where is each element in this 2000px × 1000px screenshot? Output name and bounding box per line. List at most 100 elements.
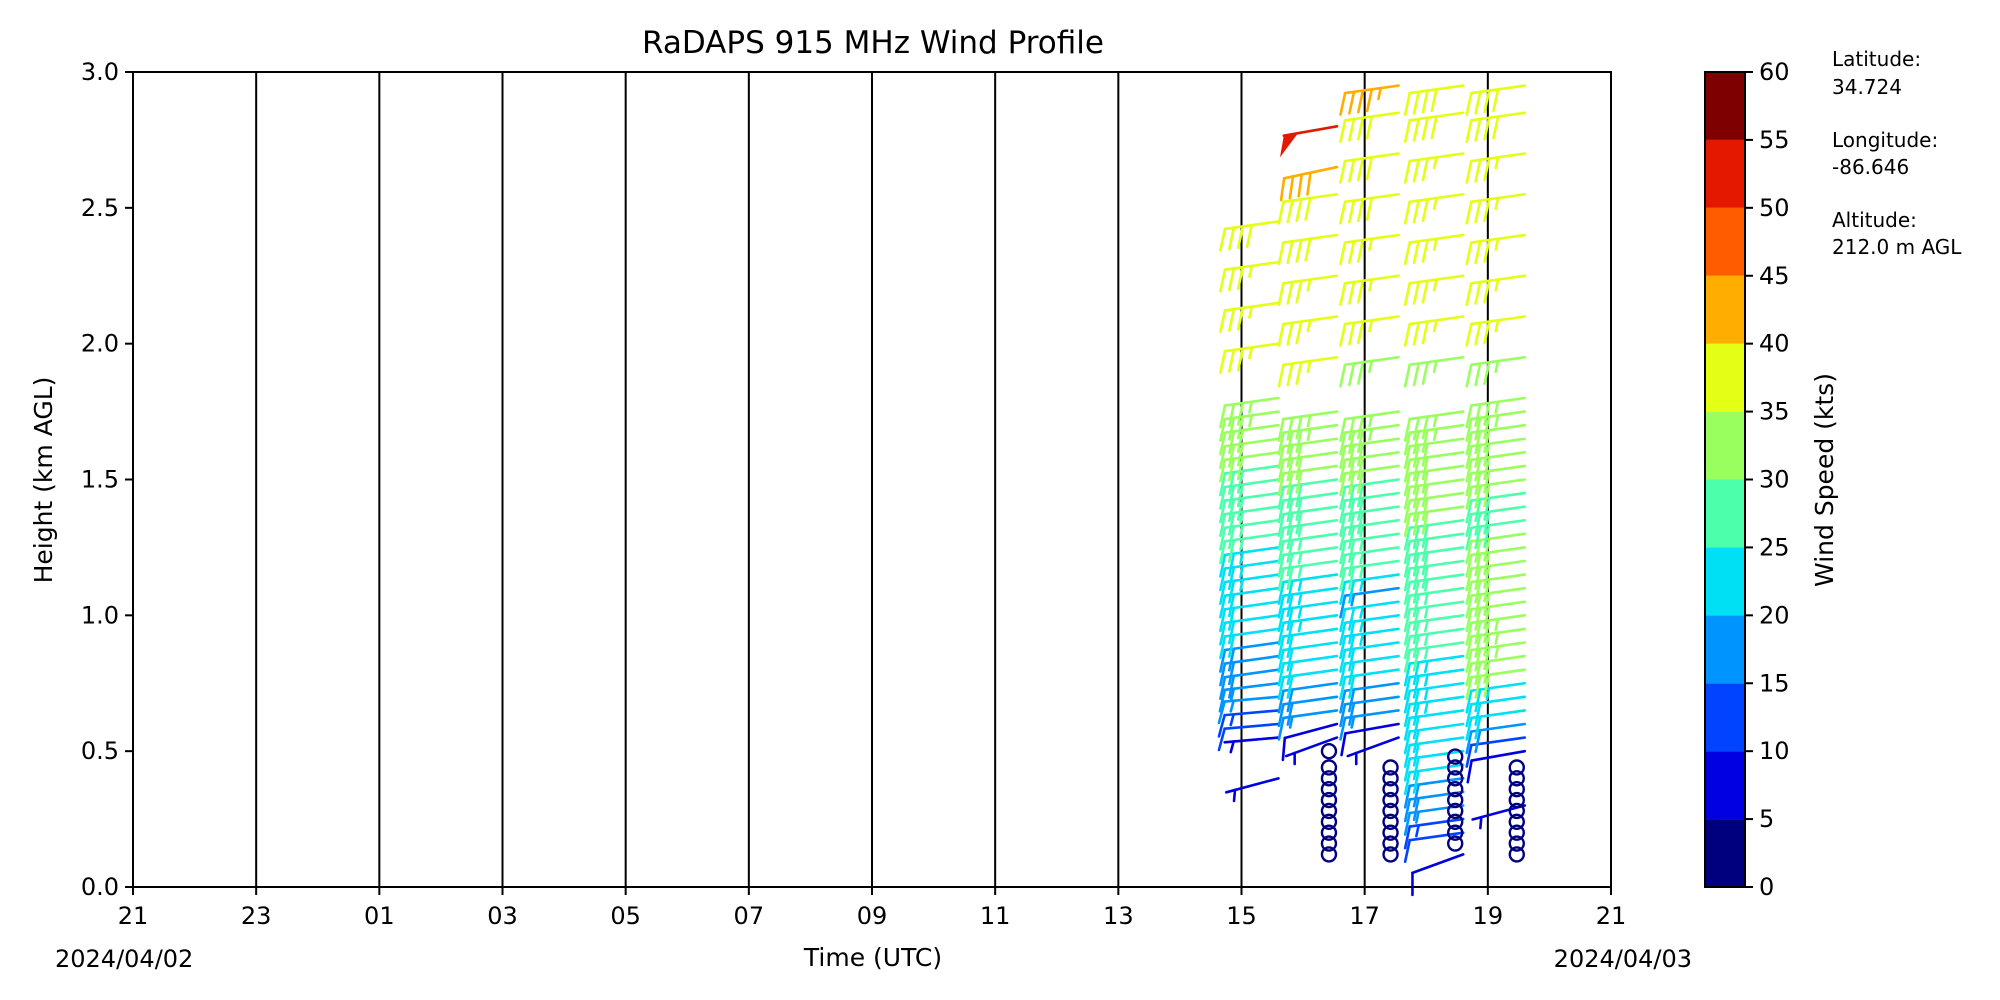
wind-barb — [1465, 152, 1527, 184]
wind-barb — [1219, 532, 1280, 565]
wind-barb — [1219, 220, 1280, 252]
colorbar-segment — [1705, 819, 1745, 887]
wind-barb — [1403, 627, 1465, 660]
wind-barb — [1339, 84, 1400, 116]
wind-barb — [1217, 709, 1280, 738]
wind-barb — [1339, 423, 1400, 456]
wind-barb — [1403, 152, 1465, 184]
wind-barb — [1403, 763, 1465, 796]
chart-title: RaDAPS 915 MHz Wind Profile — [642, 25, 1104, 61]
wind-barb — [1465, 736, 1527, 768]
wind-barb — [1339, 152, 1400, 184]
wind-barb — [1339, 478, 1400, 510]
wind-barb — [1465, 614, 1527, 646]
wind-barb — [1465, 274, 1527, 307]
wind-barb — [1219, 464, 1280, 497]
wind-barb — [1465, 532, 1527, 565]
wind-barb — [1277, 532, 1339, 565]
calm-marker — [1446, 824, 1464, 841]
wind-barb — [1279, 125, 1339, 158]
wind-barb — [1339, 586, 1400, 619]
calm-marker — [1320, 791, 1338, 809]
colorbar-tick-label: 25 — [1759, 533, 1790, 561]
calm-marker — [1320, 759, 1338, 776]
wind-barb — [1339, 532, 1400, 565]
wind-barb — [1403, 464, 1465, 497]
calm-marker — [1320, 802, 1338, 820]
calm-marker — [1382, 770, 1399, 787]
longitude-label: Longitude: — [1832, 128, 1938, 152]
wind-barb — [1219, 641, 1280, 673]
wind-barb — [1465, 654, 1527, 687]
calm-marker — [1382, 813, 1399, 830]
x-tick-label: 01 — [364, 902, 395, 930]
wind-barb — [1277, 546, 1339, 578]
wind-barb — [1465, 573, 1527, 605]
wind-barb — [1465, 559, 1527, 592]
wind-barb — [1465, 464, 1527, 497]
wind-barb — [1277, 641, 1339, 673]
colorbar-tick-label: 40 — [1759, 330, 1790, 358]
wind-barb — [1277, 518, 1339, 551]
x-tick-label: 21 — [118, 902, 149, 930]
wind-barb — [1219, 410, 1280, 442]
wind-barb — [1277, 614, 1339, 646]
wind-barb — [1403, 478, 1465, 510]
wind-barb — [1465, 111, 1527, 144]
wind-barb — [1277, 654, 1339, 687]
calm-marker — [1508, 824, 1525, 841]
colorbar-tick-label: 30 — [1759, 466, 1790, 494]
wind-barb — [1465, 627, 1527, 660]
x-tick-label: 15 — [1226, 902, 1257, 930]
colorbar-segment — [1705, 343, 1745, 412]
wind-barb — [1346, 736, 1400, 766]
colorbar-tick-label: 35 — [1759, 398, 1790, 426]
wind-barb — [1465, 423, 1527, 456]
wind-barb — [1277, 505, 1339, 538]
calm-marker — [1446, 748, 1464, 765]
wind-barb — [1219, 491, 1280, 524]
wind-barb — [1219, 627, 1280, 660]
wind-barb — [1403, 451, 1465, 483]
wind-barb — [1403, 600, 1465, 633]
wind-barb — [1339, 111, 1400, 144]
calm-marker — [1508, 791, 1525, 809]
x-tick-label: 19 — [1473, 902, 1504, 930]
wind-barb — [1403, 586, 1465, 619]
y-tick-label: 1.5 — [81, 466, 119, 494]
wind-barb — [1219, 668, 1280, 701]
colorbar-segment — [1705, 547, 1745, 616]
calm-marker — [1382, 846, 1399, 863]
x-axis-ticks: 21 23 01 03 05 07 09 11 13 15 17 19 21 — [118, 887, 1626, 930]
wind-barb — [1219, 654, 1280, 687]
wind-barb — [1277, 709, 1339, 741]
wind-barb — [1403, 518, 1465, 551]
calm-marker — [1446, 770, 1464, 787]
calm-marker — [1446, 813, 1464, 830]
colorbar-segment — [1705, 275, 1745, 344]
x-tick-label: 11 — [980, 902, 1011, 930]
wind-barb — [1403, 410, 1465, 442]
wind-barb — [1223, 736, 1280, 754]
wind-barb — [1277, 586, 1339, 619]
wind-barb — [1403, 192, 1465, 225]
calm-marker — [1508, 781, 1525, 798]
wind-barb — [1339, 600, 1400, 633]
wind-barb — [1339, 437, 1400, 470]
wind-barb — [1219, 600, 1280, 633]
wind-barb — [1277, 437, 1339, 470]
y-axis-label: Height (km AGL) — [29, 377, 58, 584]
wind-barb — [1277, 668, 1339, 701]
wind-barb — [1465, 709, 1527, 741]
wind-barb — [1465, 315, 1527, 347]
wind-barb — [1277, 600, 1339, 633]
wind-barb — [1403, 654, 1465, 687]
calm-marker — [1382, 802, 1399, 820]
x-start-date: 2024/04/02 — [55, 945, 193, 973]
wind-barb — [1277, 573, 1339, 605]
wind-barb — [1465, 586, 1527, 619]
wind-barb — [1339, 451, 1400, 483]
colorbar-tick-label: 5 — [1759, 805, 1774, 833]
